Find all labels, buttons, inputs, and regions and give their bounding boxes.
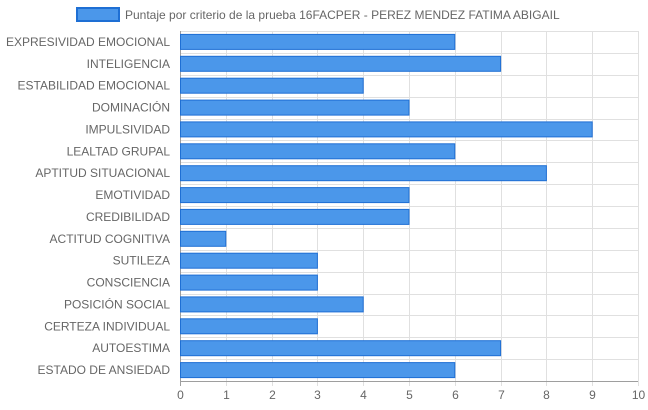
bar[interactable] [180, 362, 456, 379]
bar[interactable] [180, 252, 318, 269]
category-label: AUTOESTIMA [92, 341, 170, 355]
x-tick-label: 0 [177, 388, 184, 402]
bar[interactable] [180, 318, 318, 335]
bar[interactable] [180, 99, 410, 116]
bar[interactable] [180, 230, 227, 247]
category-label: CREDIBILIDAD [86, 210, 170, 224]
bars [180, 33, 593, 379]
category-label: IMPULSIVIDAD [85, 122, 170, 136]
bar[interactable] [180, 208, 410, 225]
x-tick-label: 2 [269, 388, 276, 402]
bar[interactable] [180, 340, 502, 357]
x-tick-label: 10 [632, 388, 646, 402]
x-tick-label: 1 [223, 388, 230, 402]
x-tick-label: 4 [360, 388, 367, 402]
bar[interactable] [180, 143, 456, 160]
bar[interactable] [180, 165, 547, 182]
bar[interactable] [180, 55, 502, 72]
legend-swatch[interactable] [76, 7, 120, 22]
category-label: EMOTIVIDAD [95, 188, 170, 202]
bar[interactable] [180, 274, 318, 291]
category-label: ACTITUD COGNITIVA [50, 232, 170, 246]
x-tick-label: 8 [543, 388, 550, 402]
bar[interactable] [180, 296, 364, 313]
bar[interactable] [180, 121, 593, 138]
category-label: EXPRESIVIDAD EMOCIONAL [6, 35, 170, 49]
category-label: CERTEZA INDIVIDUAL [44, 319, 170, 333]
bar[interactable] [180, 77, 364, 94]
category-label: INTELIGENCIA [87, 57, 170, 71]
bar[interactable] [180, 33, 456, 50]
legend-label[interactable]: Puntaje por criterio de la prueba 16FACP… [125, 8, 560, 22]
x-tick-label: 3 [314, 388, 321, 402]
category-label: APTITUD SITUACIONAL [35, 166, 170, 180]
category-label: CONSCIENCIA [87, 276, 170, 290]
x-tick-label: 6 [452, 388, 459, 402]
category-label: SUTILEZA [113, 254, 170, 268]
category-label: DOMINACIÓN [92, 100, 170, 115]
category-label: POSICIÓN SOCIAL [64, 296, 170, 311]
category-label: ESTABILIDAD EMOCIONAL [18, 79, 171, 93]
bar[interactable] [180, 187, 410, 204]
x-tick-label: 9 [589, 388, 596, 402]
category-label: LEALTAD GRUPAL [67, 144, 171, 158]
category-label: ESTADO DE ANSIEDAD [38, 363, 171, 377]
axes: 0 1 2 3 4 5 6 7 8 9 10 EXPRESIVIDAD EMOCIONAL INTELI… [6, 35, 646, 402]
legend[interactable]: Puntaje por criterio de la prueba 16FACP… [76, 7, 560, 22]
x-tick-label: 5 [406, 388, 413, 402]
x-tick-label: 7 [498, 388, 505, 402]
grid-lines [180, 31, 639, 386]
